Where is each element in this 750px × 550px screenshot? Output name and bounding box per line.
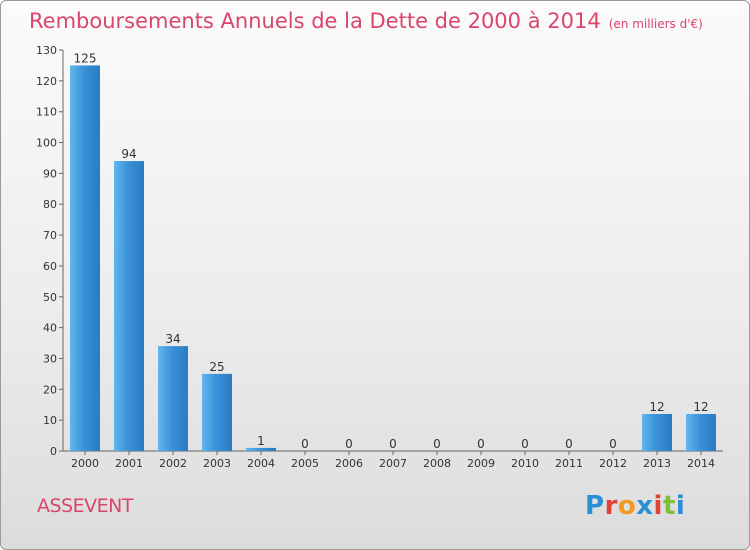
y-tick-label: 130 [36,44,57,57]
bar-2000 [70,65,100,451]
data-label-2002: 34 [165,332,180,346]
logo-letter: x [636,491,654,521]
data-labels: 125 94 34 25 1 0 0 0 0 0 0 0 0 12 12 [74,51,709,451]
data-label-2003: 25 [209,360,224,374]
x-tick-label: 2010 [511,457,539,470]
data-label-2014: 12 [693,400,708,414]
y-tick-label: 100 [36,137,57,150]
logo-letter: r [604,491,618,521]
data-label-2005: 0 [301,437,309,451]
bar-2013 [642,413,672,451]
y-tick-label: 50 [43,291,57,304]
bars [70,65,716,452]
logo-letter: i [675,491,686,521]
y-tick-label: 40 [43,322,57,335]
x-tick-label: 2006 [335,457,363,470]
y-tick-label: 20 [43,383,57,396]
bar-2002 [158,346,188,451]
chart-title: Remboursements Annuels de la Dette de 20… [29,9,703,33]
y-tick-label: 0 [50,445,57,458]
y-tick-label: 110 [36,106,57,119]
logo-letter: t [662,491,676,521]
bar-2004 [246,447,276,451]
bar-2014 [686,413,716,451]
x-tick-label: 2011 [555,457,583,470]
y-tick-label: 30 [43,352,57,365]
x-tick-label: 2000 [71,457,99,470]
y-tick-label: 80 [43,198,57,211]
data-label-2006: 0 [345,437,353,451]
chart-subtitle: (en milliers d'€) [608,17,703,31]
logo-letter: o [617,491,637,521]
y-tick-label: 70 [43,229,57,242]
x-tick-label: 2002 [159,457,187,470]
x-tick-label: 2012 [599,457,627,470]
data-label-2013: 12 [649,400,664,414]
data-label-2010: 0 [521,437,529,451]
x-tick-label: 2007 [379,457,407,470]
data-label-2012: 0 [609,437,617,451]
chart-title-text: Remboursements Annuels de la Dette de 20… [29,9,601,33]
data-label-2004: 1 [257,434,265,448]
y-tick-label: 90 [43,167,57,180]
y-tick-label: 120 [36,75,57,88]
bar-2003 [202,373,232,451]
x-tick-label: 2001 [115,457,143,470]
data-label-2007: 0 [389,437,397,451]
logo-letter: P [585,491,605,521]
bar-2001 [114,161,144,452]
data-label-2009: 0 [477,437,485,451]
y-tick-label: 10 [43,414,57,427]
logo-letter: i [653,491,663,521]
data-label-2001: 94 [121,147,136,161]
x-tick-label: 2008 [423,457,451,470]
x-tick-label: 2009 [467,457,495,470]
y-tick-label: 60 [43,260,57,273]
x-tick-label: 2003 [203,457,231,470]
commune-name: ASSEVENT [37,495,133,517]
data-label-2000: 125 [74,51,97,65]
x-tick-label: 2004 [247,457,275,470]
x-tick-label: 2014 [687,457,715,470]
proxiti-logo: Proxiti [585,491,685,521]
data-label-2008: 0 [433,437,441,451]
data-label-2011: 0 [565,437,573,451]
x-tick-label: 2013 [643,457,671,470]
x-tick-label: 2005 [291,457,319,470]
